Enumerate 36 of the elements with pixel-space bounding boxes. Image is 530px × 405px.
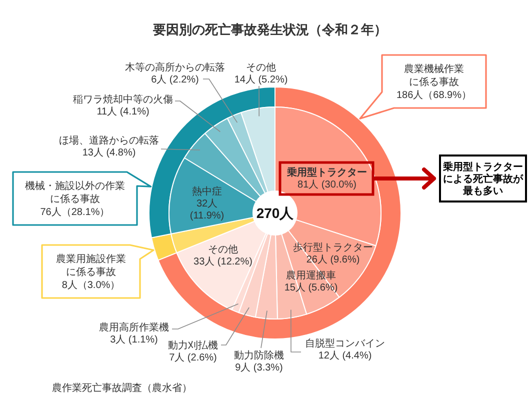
data-label: 81人 (30.0%): [298, 180, 356, 190]
slice-label: 動力刈払機: [168, 340, 218, 352]
data-label: 3人 (1.1%): [110, 334, 158, 346]
text: 270人: [256, 205, 295, 221]
slice-label: その他: [246, 62, 276, 74]
data-label: 76人（28.1%）: [40, 207, 110, 218]
slice-label: 機械・施設以外の作業に係る事故: [25, 180, 125, 205]
text: 乗用型トラクターによる死亡事故が最も多い: [442, 161, 524, 197]
slice-label: その他: [208, 244, 238, 256]
data-label: 6人 (2.2%): [151, 74, 199, 86]
data-label: 9人 (3.3%): [235, 362, 283, 374]
data-label: 186人（68.9%）: [396, 90, 472, 101]
slice-label: 農業用施設作業に係る事故: [56, 253, 126, 278]
data-label: 13人 (4.8%): [82, 148, 136, 158]
slice-label: 農用運搬車: [286, 270, 336, 282]
slice-label: 動力防除機: [234, 350, 284, 362]
slice-label: ほ場、道路からの転落: [59, 134, 159, 146]
slice-label: 熱中症: [192, 186, 222, 198]
data-label: 14人 (5.2%): [234, 74, 288, 86]
data-label: 12人 (4.4%): [318, 350, 372, 362]
slice-label: 歩行型トラクター: [293, 242, 373, 254]
slice-label: 乗用型トラクター: [286, 166, 367, 178]
data-label: 11人 (4.1%): [96, 106, 150, 118]
data-label: 7人 (2.6%): [169, 352, 217, 364]
slice-label: 農業機械作業に係る事故: [404, 63, 464, 88]
slice-label: 稲ワラ焼却中等の火傷: [73, 94, 173, 106]
data-label: 26人 (9.6%): [306, 254, 360, 266]
data-label: 33人 (12.2%): [194, 256, 252, 268]
data-label: 8人（3.0%）: [62, 280, 120, 291]
slice-label: 木等の高所からの転落: [125, 62, 225, 74]
slice-label: 農用高所作業機: [99, 322, 169, 334]
data-label: 15人 (5.6%): [284, 282, 338, 294]
data-label: 32人 (11.9%): [190, 198, 224, 222]
chart-title: 要因別の死亡事故発生状況（令和２年）: [152, 22, 387, 37]
slice-label: 自脱型コンバイン: [305, 338, 385, 350]
text: 農作業死亡事故調査（農水省）: [52, 382, 192, 394]
